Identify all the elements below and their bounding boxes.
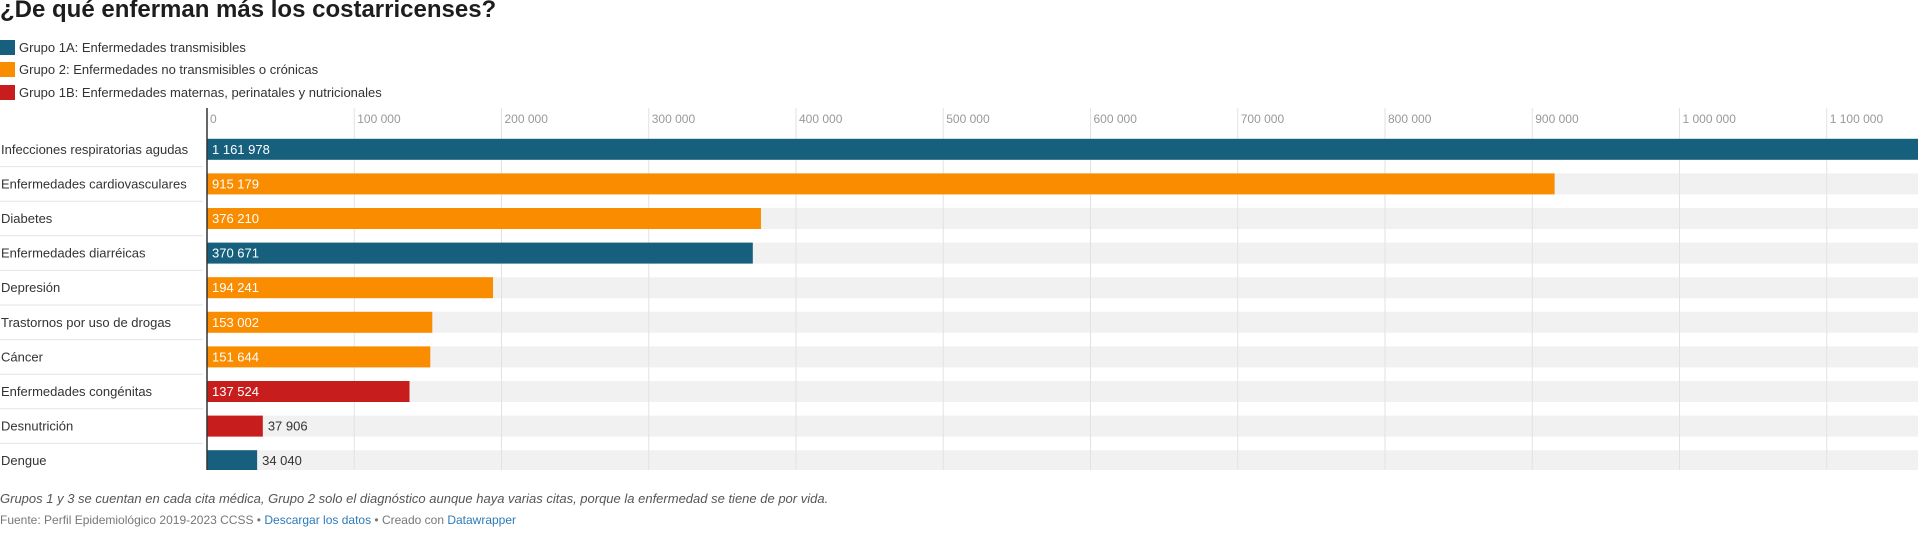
legend: Grupo 1A: Enfermedades transmisibles Gru… — [0, 36, 382, 104]
value-label: 137 524 — [212, 384, 259, 399]
x-tick-label: 1 100 000 — [1830, 112, 1884, 126]
bar — [207, 173, 1555, 195]
bar — [207, 450, 258, 470]
x-tick-label: 400 000 — [799, 112, 843, 126]
value-label: 194 241 — [212, 280, 259, 295]
value-label: 376 210 — [212, 211, 259, 226]
x-tick-label: 700 000 — [1241, 112, 1285, 126]
legend-swatch — [0, 39, 15, 55]
category-label: Trastornos por uso de drogas — [1, 315, 172, 330]
category-label: Diabetes — [1, 211, 53, 226]
legend-swatch — [0, 84, 15, 100]
legend-item-grupo-2[interactable]: Grupo 2: Enfermedades no transmisibles o… — [0, 59, 382, 82]
bar — [207, 415, 263, 437]
category-label: Desnutrición — [1, 419, 73, 434]
x-tick-label: 800 000 — [1388, 112, 1432, 126]
category-label: Enfermedades cardiovasculares — [1, 176, 187, 191]
category-label: Dengue — [1, 453, 47, 468]
bar-chart: 0 100 000 200 000 300 000 400 000 500 000 600 … — [0, 108, 1918, 470]
source-text: Fuente: Perfil Epidemiológico 2019-2023 … — [0, 513, 265, 527]
bar — [207, 277, 494, 299]
category-label: Infecciones respiratorias agudas — [1, 142, 189, 157]
x-tick-label: 500 000 — [946, 112, 990, 126]
value-label: 37 906 — [268, 419, 308, 434]
value-label: 151 644 — [212, 349, 259, 364]
bar-track — [207, 311, 1918, 333]
value-label: 34 040 — [262, 453, 302, 468]
x-tick-label: 1 000 000 — [1682, 112, 1736, 126]
x-tick-label: 900 000 — [1535, 112, 1579, 126]
bar — [207, 346, 431, 368]
bar-track — [207, 277, 1918, 299]
chart-title: ¿De qué enferman más los costarricenses? — [0, 0, 497, 23]
bar-track — [207, 346, 1918, 368]
value-label: 915 179 — [212, 176, 259, 191]
legend-label: Grupo 2: Enfermedades no transmisibles o… — [19, 62, 319, 78]
legend-item-grupo-1a[interactable]: Grupo 1A: Enfermedades transmisibles — [0, 36, 382, 59]
bar-track — [207, 415, 1918, 437]
x-tick-label: 100 000 — [357, 112, 401, 126]
x-tick-label: 200 000 — [504, 112, 548, 126]
value-label: 370 671 — [212, 246, 259, 261]
category-label: Enfermedades congénitas — [1, 384, 153, 399]
bar — [207, 311, 433, 333]
source-line: Fuente: Perfil Epidemiológico 2019-2023 … — [0, 513, 516, 527]
x-tick-label: 0 — [210, 112, 217, 126]
category-label: Cáncer — [1, 349, 44, 364]
legend-swatch — [0, 62, 15, 78]
legend-item-grupo-1b[interactable]: Grupo 1B: Enfermedades maternas, perinat… — [0, 81, 382, 104]
x-tick-label: 600 000 — [1093, 112, 1137, 126]
bar — [207, 381, 410, 402]
bar — [207, 242, 753, 264]
category-label: Enfermedades diarréicas — [1, 246, 146, 261]
x-tick-label: 300 000 — [652, 112, 696, 126]
footnote: Grupos 1 y 3 se cuentan en cada cita méd… — [0, 491, 829, 506]
legend-label: Grupo 1B: Enfermedades maternas, perinat… — [19, 84, 382, 100]
value-label: 1 161 978 — [212, 142, 270, 157]
value-label: 153 002 — [212, 315, 259, 330]
download-data-link[interactable]: Descargar los datos — [264, 513, 372, 527]
legend-label: Grupo 1A: Enfermedades transmisibles — [19, 39, 246, 55]
bar-track — [207, 381, 1918, 402]
bar — [207, 208, 761, 229]
category-label: Depresión — [1, 280, 60, 295]
bar — [207, 138, 1918, 160]
bar-track — [207, 450, 1918, 470]
source-middle-text: • Creado con — [371, 513, 448, 527]
datawrapper-link[interactable]: Datawrapper — [447, 513, 517, 527]
